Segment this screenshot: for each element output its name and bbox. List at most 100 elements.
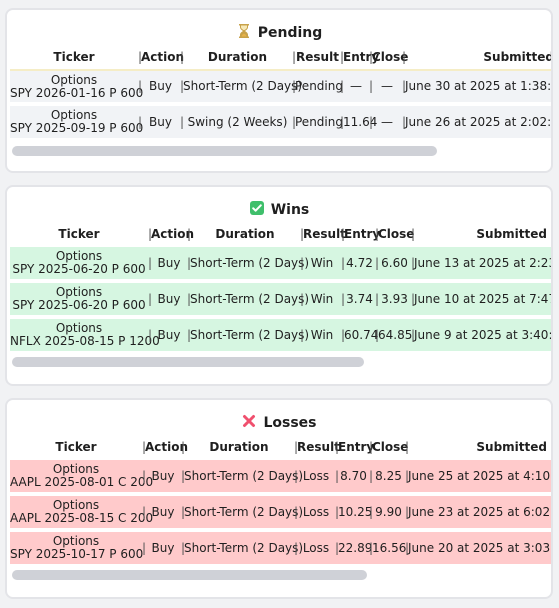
wins-table: Ticker | Action | Duration | Result | Entry |… xyxy=(10,225,551,351)
entry-cell: 8.70 xyxy=(338,460,369,492)
result-cell: Win xyxy=(303,283,341,315)
duration-cell: Short-Term (2 Days) xyxy=(190,283,309,315)
duration-cell: Short-Term (2 Days) xyxy=(190,247,309,279)
losses-table-viewport[interactable]: Ticker | Action | Duration | Result | Entry |… xyxy=(10,438,551,576)
pending-header-row: Ticker | Action | Duration | Result | Entry |… xyxy=(10,48,551,66)
duration-cell: Short-Term (2 Days) xyxy=(184,496,303,528)
close-cell: 16.56 xyxy=(372,532,406,564)
action-cell: Buy xyxy=(141,106,180,138)
wins-table-viewport[interactable]: Ticker | Action | Duration | Result | Entry |… xyxy=(10,225,551,363)
horizontal-scrollbar[interactable] xyxy=(12,570,367,580)
close-cell: 3.93 xyxy=(378,283,411,315)
close-cell: — xyxy=(372,69,402,102)
submitted-cell: June 9 at 2025 at 3:40:47 xyxy=(414,319,551,351)
entry-cell: 22.89 xyxy=(338,532,372,564)
col-action: Action xyxy=(151,227,195,241)
col-action: Action xyxy=(141,50,185,64)
col-result: Result xyxy=(296,50,339,64)
close-cell: 9.90 xyxy=(372,496,405,528)
col-result: Result xyxy=(303,227,346,241)
pending-table: Ticker | Action | Duration | Result | Entry |… xyxy=(10,48,551,138)
ticker-cell: Options SPY 2025-06-20 P 600 xyxy=(10,283,148,315)
horizontal-scrollbar[interactable] xyxy=(12,146,437,156)
duration-cell: Short-Term (2 Days) xyxy=(183,69,302,102)
action-cell: Buy xyxy=(151,319,187,351)
table-row[interactable]: Options SPY 2025-09-19 P 600 | Buy | Swing … xyxy=(10,106,551,138)
losses-section-title: Losses xyxy=(7,414,551,432)
close-cell: 64.85 xyxy=(378,319,412,351)
result-cell: Loss xyxy=(297,496,335,528)
col-submitted: Submitted xyxy=(476,227,547,241)
ticker-cell: Options NFLX 2025-08-15 P 1200 xyxy=(10,319,160,351)
pending-table-viewport[interactable]: Ticker | Action | Duration | Result | Entry |… xyxy=(10,48,551,150)
submitted-cell: June 13 at 2025 at 2:23:0 xyxy=(414,247,551,279)
col-duration: Duration xyxy=(209,440,269,454)
submitted-cell: June 23 at 2025 at 6:02:33 xyxy=(408,496,551,528)
col-entry: Entry xyxy=(343,50,380,64)
ticker-cell: Options SPY 2025-06-20 P 600 xyxy=(10,247,148,279)
horizontal-scrollbar[interactable] xyxy=(12,357,364,367)
losses-card: Losses Ticker | Action | Duration | Result |… xyxy=(5,398,553,599)
col-ticker: Ticker xyxy=(58,227,100,241)
action-cell: Buy xyxy=(151,283,187,315)
col-result: Result xyxy=(297,440,340,454)
hourglass-icon xyxy=(236,24,252,42)
ticker-cell: Options AAPL 2025-08-01 C 200 xyxy=(10,460,153,492)
wins-card: Wins Ticker | Action | Duration | Result | E… xyxy=(5,185,553,386)
losses-header-row: Ticker | Action | Duration | Result | Entry |… xyxy=(10,438,551,456)
action-cell: Buy xyxy=(151,247,187,279)
ticker-cell: Options SPY 2026-01-16 P 600 xyxy=(10,69,143,102)
entry-cell: 11.64 xyxy=(343,106,377,138)
col-duration: Duration xyxy=(207,50,268,64)
entry-cell: 10.25 xyxy=(338,496,372,528)
result-cell: Pending xyxy=(295,106,343,138)
submitted-cell: June 20 at 2025 at 3:03:35 xyxy=(408,532,551,564)
result-cell: Loss xyxy=(297,532,335,564)
col-duration: Duration xyxy=(215,227,275,241)
wins-header-row: Ticker | Action | Duration | Result | Entry |… xyxy=(10,225,551,243)
entry-cell: 60.74 xyxy=(344,319,378,351)
action-cell: Buy xyxy=(145,460,181,492)
entry-cell: 3.74 xyxy=(344,283,375,315)
wins-section-title: Wins xyxy=(7,201,551,219)
cross-mark-icon xyxy=(241,414,257,432)
col-entry: Entry xyxy=(338,440,375,454)
ticker-cell: Options SPY 2025-10-17 P 600 xyxy=(10,532,143,564)
close-cell: — xyxy=(372,106,402,138)
col-close: Close xyxy=(378,227,415,241)
col-ticker: Ticker xyxy=(55,440,97,454)
action-cell: Buy xyxy=(141,69,180,102)
col-close: Close xyxy=(372,440,409,454)
losses-table: Ticker | Action | Duration | Result | Entry |… xyxy=(10,438,551,564)
col-submitted: Submitted xyxy=(483,50,551,64)
col-close: Close xyxy=(372,50,409,64)
submitted-cell: June 26 at 2025 at 2:02:03 xyxy=(405,106,551,138)
result-cell: Pending xyxy=(295,69,343,102)
close-cell: 6.60 xyxy=(378,247,411,279)
submitted-cell: June 30 at 2025 at 1:38:50 xyxy=(405,69,551,102)
col-entry: Entry xyxy=(344,227,381,241)
ticker-cell: Options AAPL 2025-08-15 C 200 xyxy=(10,496,153,528)
pending-section-title: Pending xyxy=(7,24,551,42)
close-cell: 8.25 xyxy=(372,460,405,492)
submitted-cell: June 25 at 2025 at 4:10:35 xyxy=(408,460,551,492)
result-cell: Win xyxy=(303,319,341,351)
entry-cell: — xyxy=(343,69,369,102)
action-cell: Buy xyxy=(145,532,181,564)
ticker-cell: Options SPY 2025-09-19 P 600 xyxy=(10,106,143,138)
check-mark-icon xyxy=(249,201,265,219)
result-cell: Loss xyxy=(297,460,335,492)
col-action: Action xyxy=(145,440,189,454)
entry-cell: 4.72 xyxy=(344,247,375,279)
duration-cell: Short-Term (2 Days) xyxy=(184,532,303,564)
col-submitted: Submitted xyxy=(476,440,547,454)
col-ticker: Ticker xyxy=(53,50,95,64)
submitted-cell: June 10 at 2025 at 7:47:3 xyxy=(414,283,551,315)
